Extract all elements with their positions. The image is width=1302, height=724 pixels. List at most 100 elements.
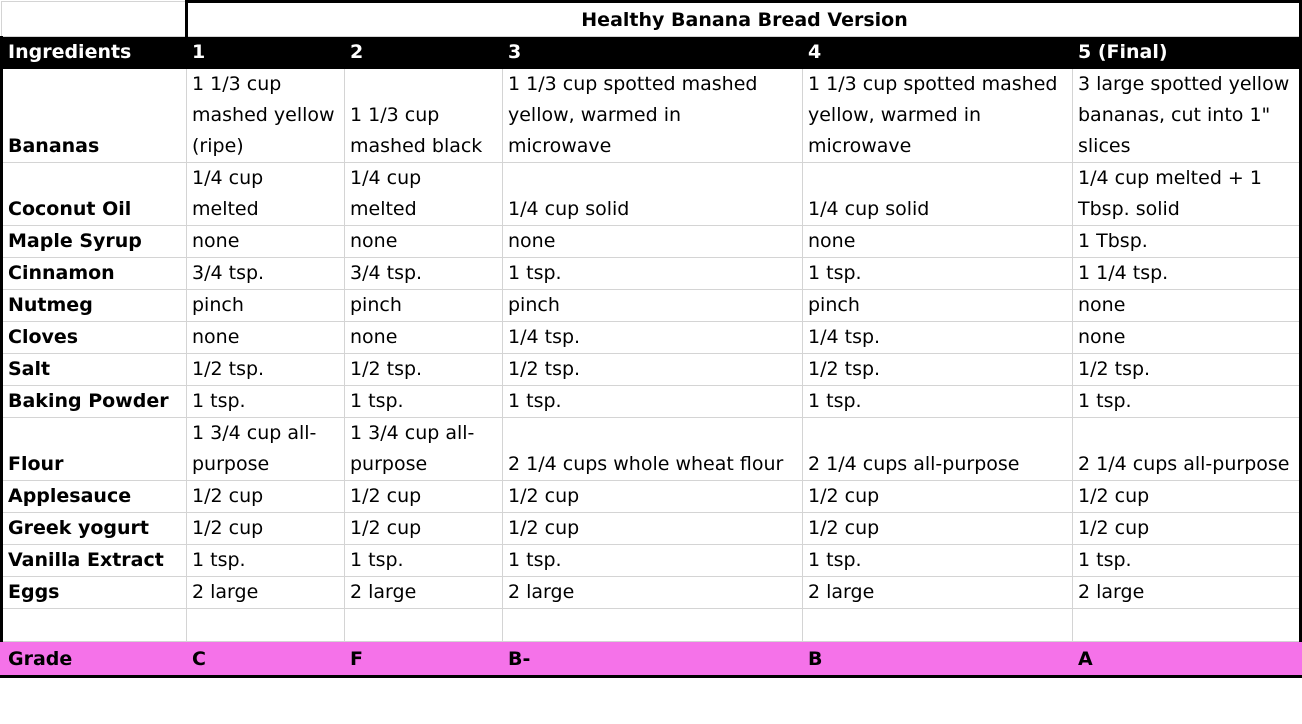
version-2-cell[interactable]: 1 3/4 cup all- purpose — [344, 417, 503, 481]
version-2-cell[interactable]: pinch — [344, 289, 503, 322]
version-3-cell[interactable]: 1 tsp. — [502, 385, 803, 418]
version-3-cell[interactable]: 1 tsp. — [502, 544, 803, 577]
version-4-cell[interactable]: 1 tsp. — [802, 544, 1073, 577]
version-3-cell[interactable]: pinch — [502, 289, 803, 322]
version-5-cell[interactable]: 2 1/4 cups all-purpose — [1071, 417, 1302, 481]
version-1-cell[interactable]: 1 tsp. — [186, 385, 345, 418]
version-2-cell[interactable]: 3/4 tsp. — [344, 257, 503, 290]
empty-cell[interactable] — [502, 608, 803, 642]
version-4-cell[interactable]: 2 large — [802, 576, 1073, 609]
empty-cell[interactable] — [802, 608, 1073, 642]
version-5-cell[interactable]: 1/2 cup — [1071, 512, 1302, 545]
version-1-cell[interactable]: 1 1/3 cup mashed yellow (ripe) — [186, 68, 345, 163]
version-4-cell[interactable]: 1/4 tsp. — [802, 321, 1073, 354]
version-3-cell[interactable]: none — [502, 225, 803, 258]
version-4-cell[interactable]: 1/2 cup — [802, 480, 1073, 513]
version-4-cell[interactable]: 1/4 cup solid — [802, 162, 1073, 226]
version-4-cell[interactable]: 1/2 cup — [802, 512, 1073, 545]
version-1-cell[interactable]: 1/2 tsp. — [186, 353, 345, 386]
version-2-cell[interactable]: 1/2 cup — [344, 480, 503, 513]
ingredient-label[interactable]: Greek yogurt — [0, 512, 187, 545]
ingredient-label[interactable]: Applesauce — [0, 480, 187, 513]
version-5-cell[interactable]: 2 large — [1071, 576, 1302, 609]
version-3-cell[interactable]: 2 large — [502, 576, 803, 609]
version-5-cell[interactable]: 1 1/4 tsp. — [1071, 257, 1302, 290]
version-5-cell[interactable]: 1 tsp. — [1071, 544, 1302, 577]
version-4-cell[interactable]: pinch — [802, 289, 1073, 322]
grade-version-1[interactable]: C — [186, 641, 345, 678]
version-5-cell[interactable]: 3 large spotted yellow bananas, cut into… — [1071, 68, 1302, 163]
grade-version-2[interactable]: F — [344, 641, 503, 678]
column-header-ingredients[interactable]: Ingredients — [0, 36, 187, 69]
version-2-cell[interactable]: 2 large — [344, 576, 503, 609]
version-1-cell[interactable]: 1 tsp. — [186, 544, 345, 577]
grade-version-4[interactable]: B — [802, 641, 1073, 678]
version-3-cell[interactable]: 1/2 tsp. — [502, 353, 803, 386]
version-2-cell[interactable]: 1 1/3 cup mashed black — [344, 68, 503, 163]
ingredient-label[interactable]: Eggs — [0, 576, 187, 609]
version-3-cell[interactable]: 1/4 cup solid — [502, 162, 803, 226]
empty-cell[interactable] — [186, 608, 345, 642]
ingredient-label[interactable]: Salt — [0, 353, 187, 386]
ingredient-label[interactable]: Cloves — [0, 321, 187, 354]
version-1-cell[interactable]: 1 3/4 cup all- purpose — [186, 417, 345, 481]
column-header-5-final[interactable]: 5 (Final) — [1071, 36, 1302, 69]
version-3-cell[interactable]: 1 1/3 cup spotted mashed yellow, warmed … — [502, 68, 803, 163]
version-5-cell[interactable]: 1/4 cup melted + 1 Tbsp. solid — [1071, 162, 1302, 226]
version-3-cell[interactable]: 1 tsp. — [502, 257, 803, 290]
version-3-cell[interactable]: 1/2 cup — [502, 480, 803, 513]
version-5-cell[interactable]: none — [1071, 289, 1302, 322]
version-2-cell[interactable]: 1/4 cup melted — [344, 162, 503, 226]
version-4-cell[interactable]: 1/2 tsp. — [802, 353, 1073, 386]
version-5-cell[interactable]: 1/2 tsp. — [1071, 353, 1302, 386]
grade-version-3[interactable]: B- — [502, 641, 803, 678]
column-header-4[interactable]: 4 — [802, 36, 1073, 69]
empty-cell[interactable] — [0, 608, 187, 642]
version-4-cell[interactable]: 1 tsp. — [802, 257, 1073, 290]
column-header-1[interactable]: 1 — [186, 36, 345, 69]
version-5-cell[interactable]: 1 Tbsp. — [1071, 225, 1302, 258]
version-1-cell[interactable]: 1/4 cup melted — [186, 162, 345, 226]
version-2-cell[interactable]: 1/2 tsp. — [344, 353, 503, 386]
ingredient-label[interactable]: Vanilla Extract — [0, 544, 187, 577]
ingredient-label[interactable]: Baking Powder — [0, 385, 187, 418]
table-title[interactable]: Healthy Banana Bread Version — [184, 0, 1302, 37]
version-1-cell[interactable]: none — [186, 225, 345, 258]
version-2-cell[interactable]: 1 tsp. — [344, 385, 503, 418]
version-1-cell[interactable]: 1/2 cup — [186, 512, 345, 545]
ingredient-label[interactable]: Cinnamon — [0, 257, 187, 290]
version-5-cell[interactable]: 1 tsp. — [1071, 385, 1302, 418]
ingredient-label[interactable]: Coconut Oil — [0, 162, 187, 226]
version-5-cell[interactable]: none — [1071, 321, 1302, 354]
version-3-cell[interactable]: 2 1/4 cups whole wheat flour — [502, 417, 803, 481]
version-2-cell[interactable]: 1/2 cup — [344, 512, 503, 545]
version-4-cell[interactable]: 1 tsp. — [802, 385, 1073, 418]
version-3-cell[interactable]: 1/4 tsp. — [502, 321, 803, 354]
empty-cell[interactable] — [1071, 608, 1302, 642]
ingredient-label[interactable]: Maple Syrup — [0, 225, 187, 258]
table-row: Maple Syrup none none none none 1 Tbsp. — [0, 225, 1302, 258]
grade-label[interactable]: Grade — [0, 641, 187, 678]
version-1-cell[interactable]: pinch — [186, 289, 345, 322]
empty-cell[interactable] — [344, 608, 503, 642]
version-4-cell[interactable]: 2 1/4 cups all-purpose — [802, 417, 1073, 481]
ingredient-label[interactable]: Nutmeg — [0, 289, 187, 322]
grade-version-5[interactable]: A — [1071, 641, 1302, 678]
version-2-cell[interactable]: 1 tsp. — [344, 544, 503, 577]
version-4-cell[interactable]: none — [802, 225, 1073, 258]
version-1-cell[interactable]: none — [186, 321, 345, 354]
table-row: Cinnamon 3/4 tsp. 3/4 tsp. 1 tsp. 1 tsp. 1 1/… — [0, 257, 1302, 290]
empty-cell[interactable] — [1, 1, 187, 37]
column-header-2[interactable]: 2 — [344, 36, 503, 69]
version-1-cell[interactable]: 3/4 tsp. — [186, 257, 345, 290]
version-2-cell[interactable]: none — [344, 321, 503, 354]
version-3-cell[interactable]: 1/2 cup — [502, 512, 803, 545]
version-2-cell[interactable]: none — [344, 225, 503, 258]
ingredient-label[interactable]: Bananas — [0, 68, 187, 163]
version-4-cell[interactable]: 1 1/3 cup spotted mashed yellow, warmed … — [802, 68, 1073, 163]
ingredient-label[interactable]: Flour — [0, 417, 187, 481]
version-1-cell[interactable]: 2 large — [186, 576, 345, 609]
version-1-cell[interactable]: 1/2 cup — [186, 480, 345, 513]
column-header-3[interactable]: 3 — [502, 36, 803, 69]
version-5-cell[interactable]: 1/2 cup — [1071, 480, 1302, 513]
